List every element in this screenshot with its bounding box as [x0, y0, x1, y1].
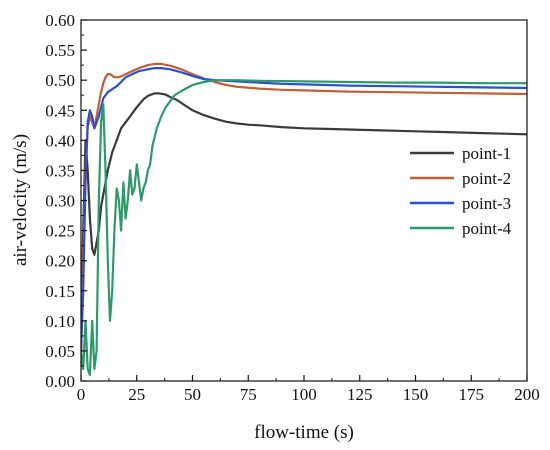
- x-tick-label: 50: [184, 385, 201, 404]
- legend-label: point-3: [462, 194, 511, 213]
- y-tick-label: 0.45: [45, 101, 75, 120]
- y-tick-label: 0.25: [45, 222, 75, 241]
- y-tick-label: 0.00: [45, 372, 75, 391]
- y-tick-label: 0.15: [45, 282, 75, 301]
- y-tick-label: 0.10: [45, 312, 75, 331]
- legend-label: point-4: [462, 219, 512, 238]
- x-tick-label: 75: [240, 385, 257, 404]
- legend-label: point-1: [462, 144, 511, 163]
- y-axis-title: air-velocity (m/s): [10, 134, 31, 266]
- x-tick-label: 200: [514, 385, 540, 404]
- x-axis-title: flow-time (s): [254, 422, 354, 443]
- y-tick-label: 0.30: [45, 192, 75, 211]
- series-line-point-4: [81, 79, 527, 377]
- x-tick-label: 25: [128, 385, 145, 404]
- x-tick-label: 100: [291, 385, 317, 404]
- x-tick-label: 125: [347, 385, 373, 404]
- y-tick-label: 0.05: [45, 342, 75, 361]
- legend: point-1 point-2 point-3 point-4: [410, 144, 512, 238]
- y-tick-label: 0.55: [45, 41, 75, 60]
- x-tick-label: 0: [77, 385, 86, 404]
- y-tick-label: 0.40: [45, 131, 75, 150]
- y-tick-label: 0.60: [45, 11, 75, 30]
- x-axis: 0 25 50 75 100 125 150 175 200: [77, 375, 540, 404]
- y-tick-label: 0.50: [45, 71, 75, 90]
- x-tick-label: 175: [459, 385, 485, 404]
- x-tick-label: 150: [403, 385, 429, 404]
- series-line-point-3: [81, 66, 527, 352]
- y-tick-label: 0.35: [45, 161, 75, 180]
- y-axis: 0.00 0.05 0.10 0.15 0.20 0.25 0.30 0.35 0.40 0.45…: [45, 11, 87, 391]
- legend-label: point-2: [462, 169, 511, 188]
- plot-lines: [81, 62, 527, 377]
- y-tick-label: 0.20: [45, 252, 75, 271]
